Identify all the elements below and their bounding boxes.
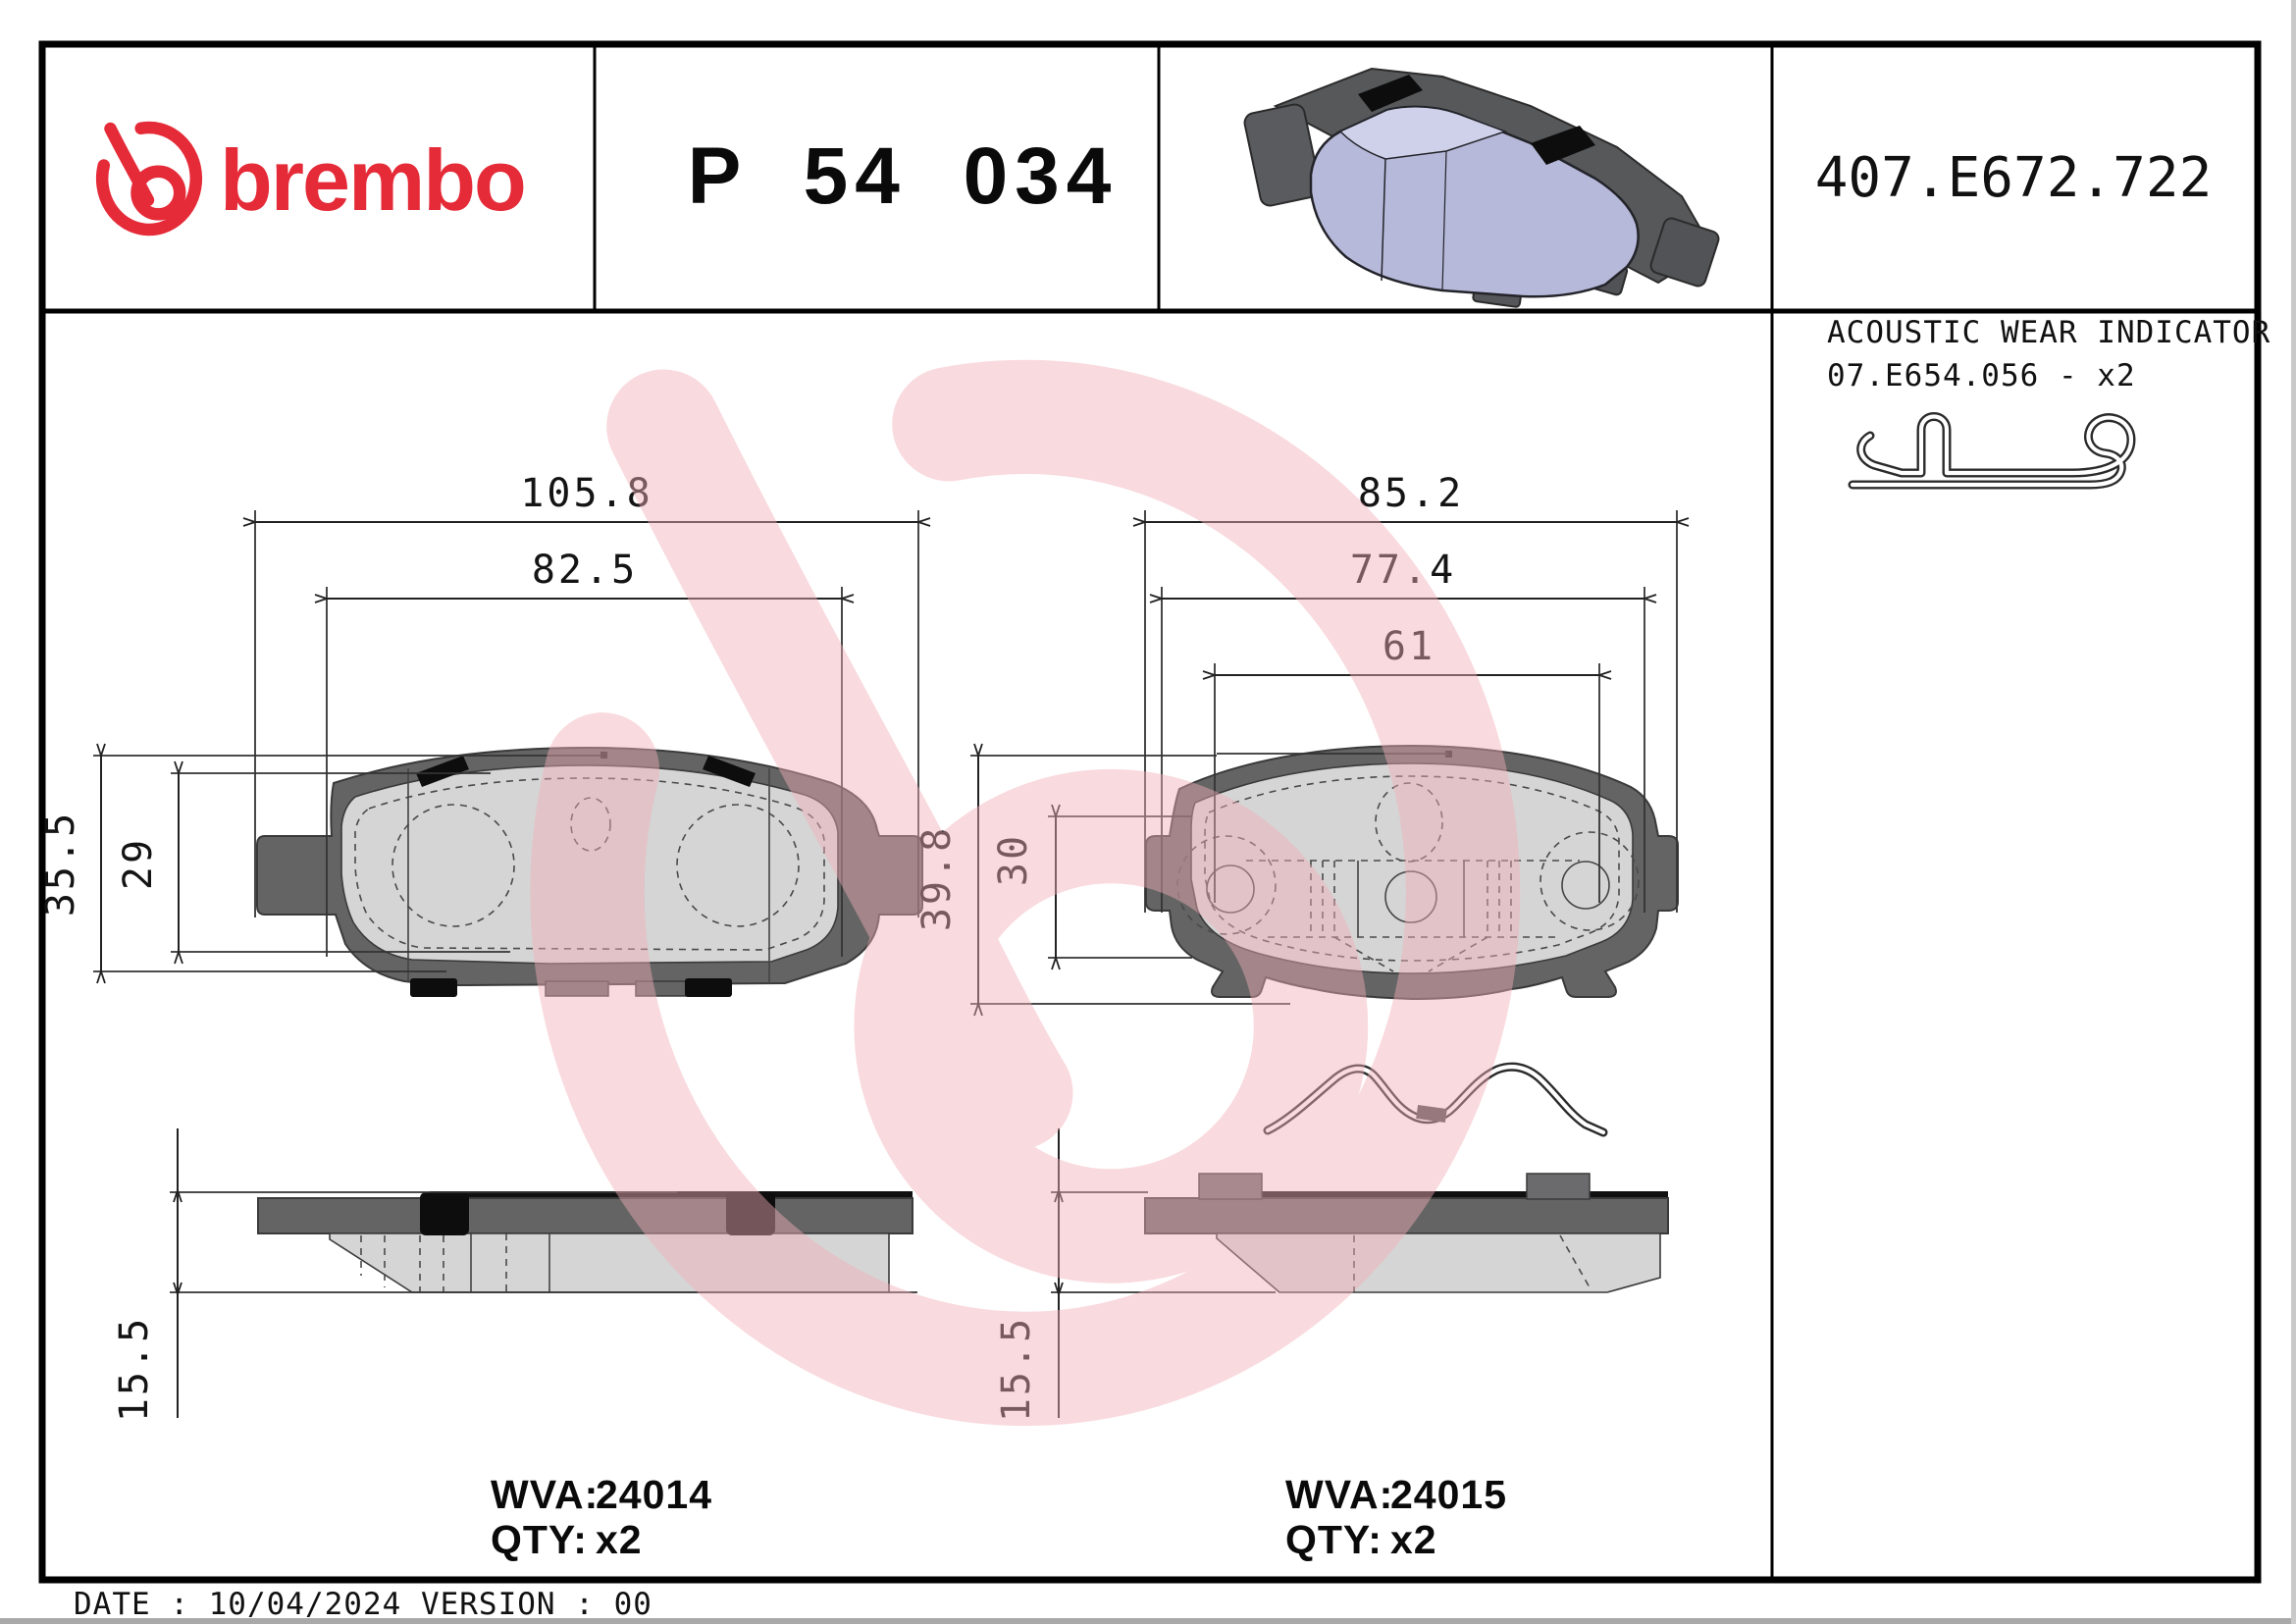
pad-clip-3d-left bbox=[1358, 75, 1423, 112]
left-qty-value: x2 bbox=[596, 1517, 643, 1562]
left-pad-side-view bbox=[257, 1191, 913, 1293]
wear-indicator-code: 07.E654.056 - x2 bbox=[1827, 358, 2136, 393]
dim-left-thickness: 15.5 bbox=[112, 1316, 157, 1422]
dim-left-width-inner: 82.5 bbox=[532, 548, 638, 593]
right-pad-front-view bbox=[1145, 744, 1679, 1001]
dim-right-width-outer: 85.2 bbox=[1358, 471, 1464, 516]
left-pad-dimensions: 105.8 82.5 35.5 29 15.5 bbox=[38, 471, 918, 1422]
left-qty-label: QTY: bbox=[491, 1517, 588, 1562]
wear-indicator-title: ACOUSTIC WEAR INDICATOR bbox=[1827, 315, 2270, 350]
left-pad-top-clip-2 bbox=[703, 756, 756, 787]
left-pad-bottom-clip-2 bbox=[685, 978, 732, 997]
dim-left-height-inner: 29 bbox=[116, 837, 161, 890]
right-wva-value: 24015 bbox=[1390, 1472, 1507, 1517]
wear-indicator-spring bbox=[1263, 1062, 1608, 1137]
brake-pad-3d-image bbox=[1243, 67, 1720, 308]
scan-edge-right bbox=[2291, 0, 2296, 1624]
dim-right-height-inner: 30 bbox=[991, 833, 1036, 886]
dim-left-height-outer: 35.5 bbox=[38, 811, 83, 917]
left-pad-top-clip-1 bbox=[416, 756, 469, 787]
left-wva-label: WVA: bbox=[491, 1472, 599, 1517]
side-clip-2 bbox=[726, 1192, 775, 1235]
left-pad-reference: WVA: 24014 QTY: x2 bbox=[491, 1472, 712, 1562]
pad-clip-3d-right bbox=[1531, 126, 1595, 165]
right-pad-reference: WVA: 24015 QTY: x2 bbox=[1285, 1472, 1507, 1562]
side-clip-1 bbox=[420, 1192, 469, 1235]
dim-right-width-pad: 61 bbox=[1383, 624, 1435, 669]
footer-date-line: DATE : 10/04/2024 VERSION : 00 bbox=[74, 1587, 652, 1622]
right-pad-dimensions: 85.2 77.4 61 39.8 30 15.5 bbox=[914, 471, 1677, 1422]
right-wva-label: WVA: bbox=[1285, 1472, 1393, 1517]
dim-right-height-outer: 39.8 bbox=[914, 825, 960, 931]
right-pad-side-view bbox=[1144, 1062, 1669, 1293]
dim-right-thickness: 15.5 bbox=[994, 1316, 1039, 1422]
scan-edge-bottom bbox=[0, 1618, 2296, 1624]
right-qty-value: x2 bbox=[1390, 1517, 1437, 1562]
left-wva-value: 24014 bbox=[596, 1472, 712, 1517]
right-qty-label: QTY: bbox=[1285, 1517, 1383, 1562]
brembo-logo-icon bbox=[95, 121, 203, 236]
wear-indicator-clip-icon bbox=[1848, 412, 2136, 490]
dim-left-width-outer: 105.8 bbox=[520, 471, 652, 516]
part-number: P 54 034 bbox=[688, 131, 1119, 221]
dim-right-width-inner: 77.4 bbox=[1350, 548, 1456, 593]
left-pad-front-view bbox=[256, 746, 923, 997]
catalog-code: 407.E672.722 bbox=[1815, 146, 2213, 210]
brand-wordmark: brembo bbox=[220, 131, 525, 229]
left-pad-bottom-clip-1 bbox=[410, 978, 457, 997]
